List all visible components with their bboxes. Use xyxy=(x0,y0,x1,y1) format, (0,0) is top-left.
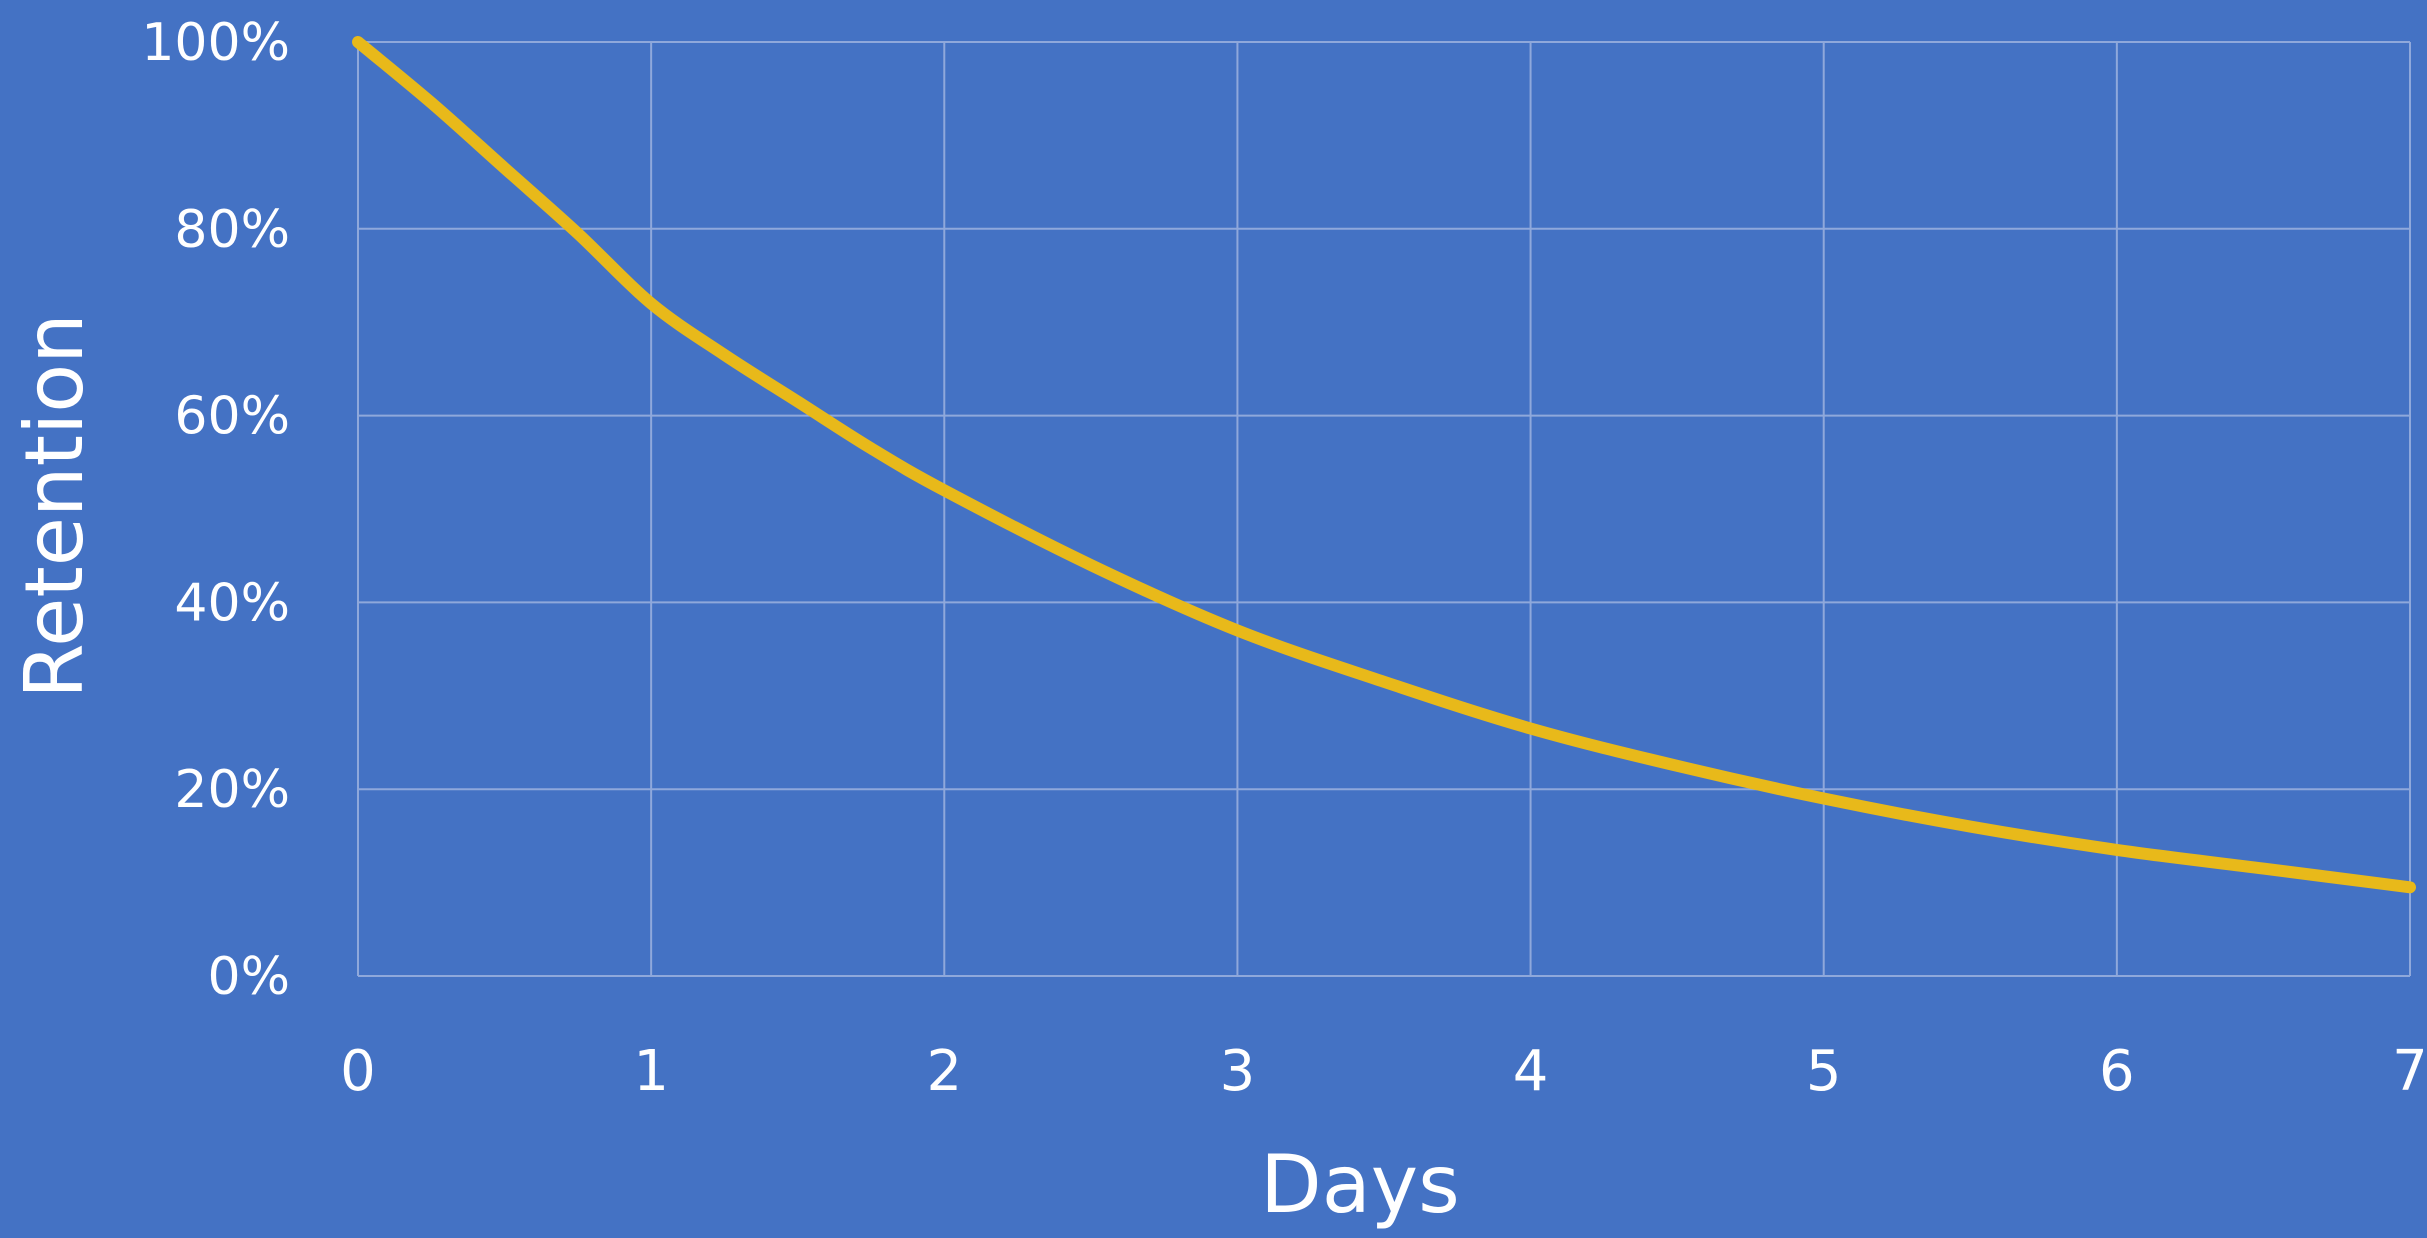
y-tick-label: 20% xyxy=(174,760,290,820)
y-tick-label: 80% xyxy=(174,200,290,260)
x-tick-label: 4 xyxy=(1513,1039,1549,1104)
x-tick-label: 6 xyxy=(2099,1039,2135,1104)
x-tick-label: 2 xyxy=(926,1039,962,1104)
y-tick-label: 40% xyxy=(174,573,290,633)
series-layer xyxy=(352,36,2416,894)
y-tick-label: 60% xyxy=(174,387,290,447)
x-tick-label: 3 xyxy=(1220,1039,1256,1104)
x-axis-ticks: 0 1 2 3 4 5 6 7 xyxy=(340,1039,2427,1104)
y-tick-label: 0% xyxy=(208,947,291,1007)
retention-curve xyxy=(352,36,2416,894)
x-tick-label: 1 xyxy=(633,1039,669,1104)
x-tick-label: 5 xyxy=(1806,1039,1842,1104)
x-tick-label: 7 xyxy=(2392,1039,2427,1104)
x-axis-label: Days xyxy=(1260,1138,1460,1231)
y-tick-label: 100% xyxy=(141,13,290,73)
x-tick-label: 0 xyxy=(340,1039,376,1104)
grid-lines xyxy=(357,41,2411,977)
y-axis-label: Retention xyxy=(8,313,101,699)
y-axis-ticks: 0% 20% 40% 60% 80% 100% xyxy=(141,13,290,1007)
